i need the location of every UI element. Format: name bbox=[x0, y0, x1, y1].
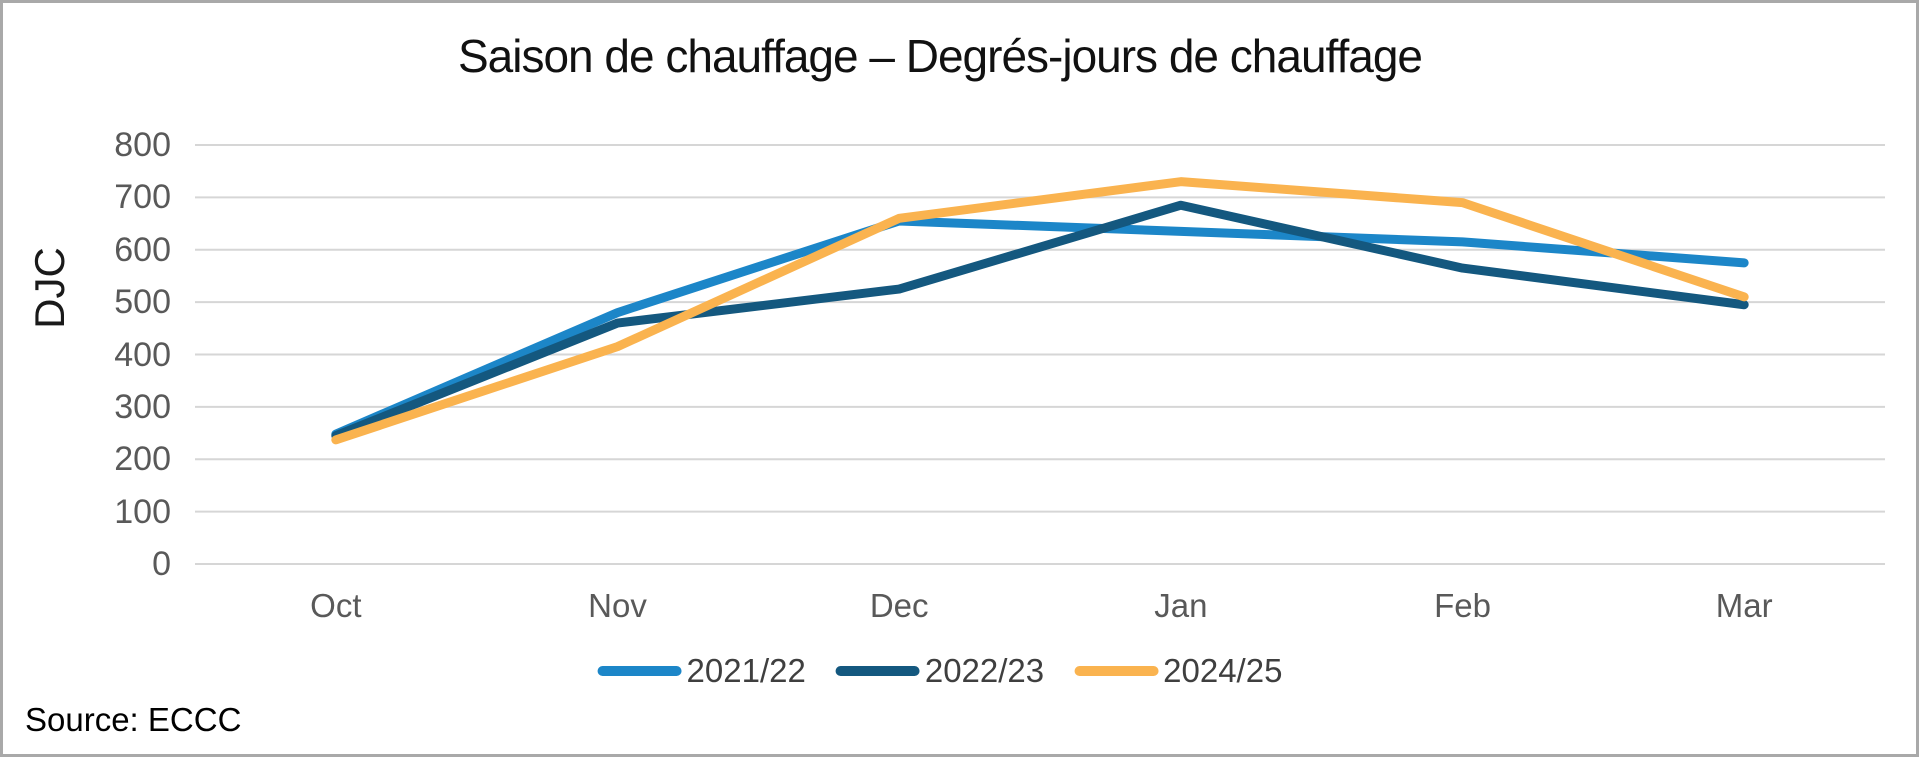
series-line-2022-23 bbox=[331, 200, 1749, 441]
y-tick-label-300: 300 bbox=[114, 387, 171, 426]
y-tick-label-800: 800 bbox=[114, 126, 171, 164]
y-tick-label-500: 500 bbox=[114, 283, 171, 322]
legend: 2021/22 2022/23 2024/25 bbox=[597, 652, 1282, 690]
chart-title: Saison de chauffage – Degrés-jours de ch… bbox=[457, 30, 1423, 82]
source-note: Source: ECCC bbox=[25, 701, 242, 738]
y-tick-label-100: 100 bbox=[114, 492, 171, 531]
x-label-feb: Feb bbox=[1434, 587, 1491, 624]
x-label-nov: Nov bbox=[588, 587, 647, 624]
x-label-mar: Mar bbox=[1715, 587, 1773, 624]
legend-swatch-icon bbox=[835, 666, 920, 676]
y-axis-tick-labels: 0 100 200 300 400 500 600 700 800 bbox=[3, 3, 171, 754]
plot-area bbox=[195, 144, 1885, 565]
legend-item-2021-22: 2021/22 bbox=[597, 652, 806, 690]
legend-label: 2021/22 bbox=[686, 652, 806, 689]
legend-item-2022-23: 2022/23 bbox=[835, 652, 1045, 690]
y-tick-label-400: 400 bbox=[114, 335, 171, 374]
y-tick-label-700: 700 bbox=[114, 178, 171, 217]
x-label-dec: Dec bbox=[869, 587, 929, 624]
legend-swatch-icon bbox=[1074, 666, 1159, 676]
y-tick-label-0: 0 bbox=[152, 545, 171, 583]
x-label-jan: Jan bbox=[1154, 587, 1208, 624]
x-label-oct: Oct bbox=[310, 587, 362, 624]
legend-label: 2022/23 bbox=[924, 652, 1045, 689]
y-tick-label-600: 600 bbox=[114, 230, 171, 269]
legend-label: 2024/25 bbox=[1163, 652, 1283, 689]
series-line-2024-25 bbox=[331, 177, 1749, 445]
legend-swatch-icon bbox=[597, 666, 682, 676]
legend-item-2024-25: 2024/25 bbox=[1074, 652, 1282, 690]
series-line-2021-22 bbox=[331, 216, 1749, 439]
y-tick-label-200: 200 bbox=[114, 440, 171, 479]
